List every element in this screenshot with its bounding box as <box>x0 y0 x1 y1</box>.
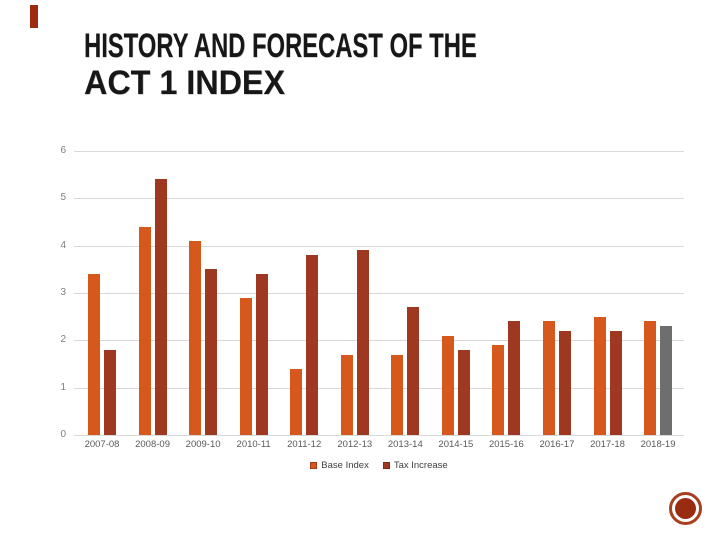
x-axis-category-label: 2012-13 <box>337 439 373 450</box>
bar-tax-increase <box>255 274 268 435</box>
y-axis-tick-label: 3 <box>60 287 66 298</box>
y-axis-tick-label: 4 <box>60 239 66 251</box>
x-axis-category-label: 2015-16 <box>488 439 524 450</box>
bar-base-index <box>542 321 555 435</box>
bar-tax-increase <box>660 326 673 435</box>
gridline-y-1 <box>74 387 684 389</box>
x-axis-category-label: 2016-17 <box>539 439 575 450</box>
bar-base-index <box>441 335 454 435</box>
legend-swatch-tax-increase <box>382 462 390 469</box>
title-line-2: ACT 1 INDEX <box>84 64 286 102</box>
bar-tax-increase <box>104 349 116 435</box>
bar-base-index <box>189 240 202 435</box>
bar-tax-increase <box>609 330 622 435</box>
legend-label-tax-increase: Tax Increase <box>393 460 448 471</box>
bar-base-index <box>239 297 252 435</box>
bar-tax-increase <box>457 349 470 435</box>
bar-base-index <box>644 321 657 435</box>
bar-tax-increase <box>558 330 571 435</box>
title-line-1: HISTORY AND FORECAST OF THE <box>84 27 477 65</box>
bar-tax-increase <box>508 321 521 435</box>
gridline-y-4 <box>74 245 684 247</box>
y-axis-tick-label: 1 <box>60 381 66 393</box>
legend-item-base-index: Base Index <box>310 460 369 471</box>
y-axis-tick-label: 0 <box>60 429 66 440</box>
bar-tax-increase <box>306 255 319 435</box>
gridline-y-6 <box>74 151 684 152</box>
x-axis-category-label: 2014-15 <box>438 439 474 450</box>
accent-bar <box>30 5 38 28</box>
gridline-y-0 <box>74 435 684 436</box>
bar-tax-increase <box>154 179 167 435</box>
bar-tax-increase <box>205 269 218 435</box>
gridline-y-5 <box>74 198 684 200</box>
bar-tax-increase <box>407 307 420 435</box>
x-axis-category-label: 2007-08 <box>84 439 120 450</box>
y-axis-tick-label: 5 <box>60 192 66 204</box>
bar-base-index <box>88 274 100 435</box>
bar-base-index <box>290 368 303 435</box>
legend-swatch-base-index <box>310 462 318 469</box>
bar-base-index <box>138 226 151 435</box>
y-axis-tick-label: 6 <box>60 145 66 156</box>
badge-stamp-icon <box>669 492 702 525</box>
x-axis-category-label: 2011-12 <box>287 439 322 450</box>
y-axis-tick-label: 2 <box>60 334 66 346</box>
gridline-y-2 <box>74 340 684 342</box>
x-axis-category-label: 2008-09 <box>135 439 170 450</box>
slide-title: HISTORY AND FORECAST OF THE ACT 1 INDEX <box>84 28 645 102</box>
x-axis-category-label: 2013-14 <box>387 439 423 450</box>
bar-base-index <box>492 345 505 435</box>
chart-legend: Base Index Tax Increase <box>74 460 684 471</box>
bar-base-index <box>340 354 353 435</box>
legend-label-base-index: Base Index <box>321 460 369 471</box>
x-axis-category-label: 2017-18 <box>590 439 625 450</box>
gridline-y-3 <box>74 293 684 294</box>
bar-tax-increase <box>356 250 369 435</box>
x-axis-category-label: 2009-10 <box>185 439 221 450</box>
bar-base-index <box>391 354 404 435</box>
x-axis-category-label: 2018-19 <box>640 439 676 450</box>
badge-stamp-fill <box>675 498 696 519</box>
legend-item-tax-increase: Tax Increase <box>382 460 448 471</box>
x-axis-category-label: 2010-11 <box>236 439 271 450</box>
bar-base-index <box>593 316 606 435</box>
